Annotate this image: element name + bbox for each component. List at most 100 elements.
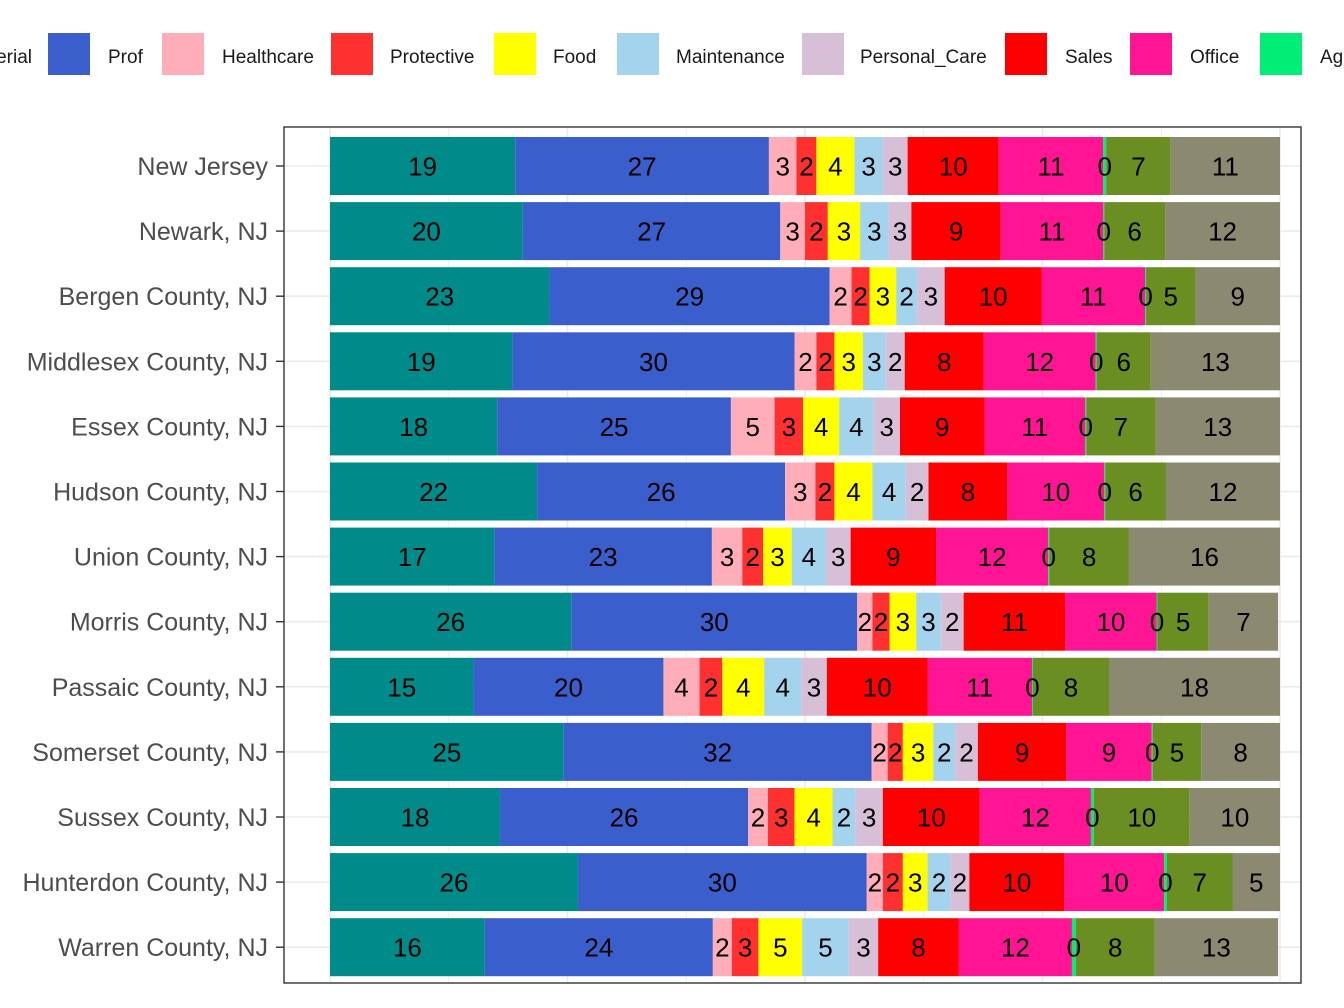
bar-value-label: 13 xyxy=(1203,412,1232,442)
bar-segment-prof xyxy=(563,722,872,781)
bar-segment-production xyxy=(1165,202,1280,261)
bar-segment-personal-care xyxy=(882,137,908,195)
plot-border xyxy=(283,126,1302,984)
bar-segment-ag xyxy=(1164,853,1167,912)
bar-value-label: 3 xyxy=(893,217,907,247)
bar-value-label: 10 xyxy=(1127,803,1156,833)
bar-segment-personal-care xyxy=(855,788,883,846)
bar-segment-prof xyxy=(522,202,781,261)
bar-segment-ag xyxy=(1048,527,1050,586)
bar-value-label: 12 xyxy=(1001,933,1030,963)
bar-value-label: 5 xyxy=(1164,282,1178,312)
bar-value-label: 11 xyxy=(1001,607,1028,637)
bar-segment-personal-care xyxy=(873,397,900,456)
bar-segment-construction xyxy=(1086,397,1156,456)
bar-segment-production xyxy=(1150,332,1280,391)
bar-segment-ag xyxy=(1103,137,1107,195)
y-tick-label: New Jersey xyxy=(137,153,268,181)
bar-segment-prof xyxy=(473,657,664,716)
bar-value-label: 18 xyxy=(399,412,428,442)
bar-value-label: 4 xyxy=(814,412,828,442)
bar-segment-protective xyxy=(816,332,835,391)
bar-value-label: 2 xyxy=(888,737,902,767)
legend-key-office xyxy=(1130,33,1172,75)
bar-value-label: 8 xyxy=(1064,672,1078,702)
bar-value-label: 2 xyxy=(868,868,882,898)
bar-value-label: 18 xyxy=(401,803,430,833)
bar-value-label: 27 xyxy=(628,152,657,182)
bar-segment-office xyxy=(1064,853,1165,912)
bar-value-label: 2 xyxy=(937,737,951,767)
bar-value-label: 3 xyxy=(896,607,910,637)
bar-value-label: 17 xyxy=(398,542,427,572)
bar-value-label: 8 xyxy=(961,477,975,507)
bar-segment-construction xyxy=(1049,527,1129,586)
bar-segment-protective xyxy=(805,202,828,261)
bar-value-label: 26 xyxy=(440,868,469,898)
legend-key-sales xyxy=(1005,33,1047,75)
bar-segment-protective xyxy=(815,462,835,521)
bar-segment-ag xyxy=(1032,657,1033,716)
bar-value-label: 9 xyxy=(935,412,949,442)
bar-segment-maintenance xyxy=(791,527,826,586)
bar-value-label: 5 xyxy=(773,933,787,963)
bar-segment-protective xyxy=(872,592,890,651)
bar-segment-food xyxy=(794,788,833,846)
bar-segment-sales xyxy=(850,527,937,586)
bar-segment-managerial xyxy=(330,462,538,521)
bar-segment-ag xyxy=(1156,592,1158,651)
y-tick-label: Union County, NJ xyxy=(74,544,268,572)
bar-segment-construction xyxy=(1152,722,1202,781)
y-tick-label: Morris County, NJ xyxy=(70,609,268,637)
bar-value-label: 25 xyxy=(600,412,629,442)
legend-key-food xyxy=(494,33,536,75)
bar-segment-personal-care xyxy=(950,853,970,912)
bar-value-label: 3 xyxy=(862,803,876,833)
bar-segment-food xyxy=(889,592,917,651)
bar-segment-maintenance xyxy=(927,853,951,912)
bar-segment-managerial xyxy=(330,202,523,261)
bar-value-label: 7 xyxy=(1131,152,1145,182)
bar-value-label: 7 xyxy=(1236,607,1250,637)
bar-segment-protective xyxy=(774,397,804,456)
bar-value-label: 13 xyxy=(1201,347,1230,377)
bar-value-label: 4 xyxy=(802,542,816,572)
bar-value-label: 25 xyxy=(432,737,461,767)
bar-value-label: 12 xyxy=(978,542,1007,572)
bar-segment-production xyxy=(1201,722,1280,781)
bar-value-label: 8 xyxy=(1082,542,1096,572)
bar-value-label: 19 xyxy=(407,347,436,377)
bar-value-label: 11 xyxy=(1212,152,1239,182)
bar-value-label: 11 xyxy=(1039,217,1066,247)
y-tick-label: Hudson County, NJ xyxy=(53,479,268,507)
bar-value-label: 9 xyxy=(886,542,900,572)
legend-key-ag xyxy=(1260,33,1302,75)
bar-segment-food xyxy=(902,853,928,912)
bar-value-label: 32 xyxy=(703,737,732,767)
bar-segment-office xyxy=(998,137,1104,195)
bar-value-label: 7 xyxy=(1114,412,1128,442)
bar-value-label: 4 xyxy=(846,477,860,507)
bar-value-label: 3 xyxy=(793,477,807,507)
bar-segment-managerial xyxy=(330,137,516,195)
legend-key-prof xyxy=(48,33,90,75)
bar-value-label: 2 xyxy=(858,607,872,637)
bar-segment-protective xyxy=(796,137,817,195)
bar-value-label: 4 xyxy=(828,152,842,182)
bar-segment-office xyxy=(958,918,1072,977)
bar-value-label: 9 xyxy=(1015,737,1029,767)
bar-segment-sales xyxy=(963,592,1066,651)
bar-segment-sales xyxy=(882,788,980,846)
bar-segment-protective xyxy=(851,267,870,326)
bar-segment-healthcare xyxy=(768,137,797,195)
bar-value-label: 12 xyxy=(1021,803,1050,833)
bar-value-label: 2 xyxy=(746,542,760,572)
bar-value-label: 10 xyxy=(917,803,946,833)
bar-value-label: 3 xyxy=(867,217,881,247)
bar-segment-food xyxy=(827,202,861,261)
bar-segment-prof xyxy=(537,462,786,521)
bar-value-label: 2 xyxy=(818,477,832,507)
bar-value-label: 10 xyxy=(979,282,1008,312)
